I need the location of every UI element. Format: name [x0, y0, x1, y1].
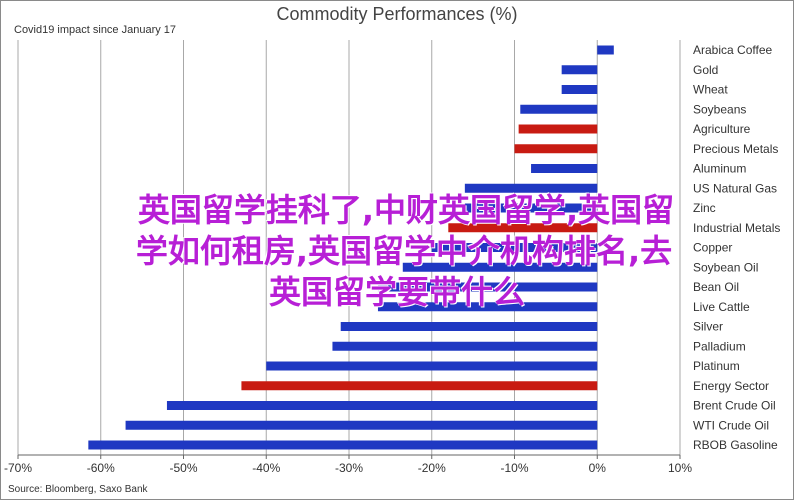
x-tick-label: -10% — [500, 461, 528, 475]
category-label: Silver — [693, 320, 723, 334]
bar — [520, 104, 598, 114]
bar — [340, 322, 598, 331]
bar — [166, 401, 598, 410]
bar — [125, 420, 598, 430]
chart-title: Commodity Performances (%) — [276, 4, 518, 24]
bar-chart: -70% -60% -50% -40% -30% -20% -10% 0% 10% Arabica… — [4, 40, 780, 475]
bar — [448, 223, 598, 233]
category-label: Precious Metals — [693, 142, 778, 156]
bar — [514, 144, 598, 154]
bar — [377, 302, 598, 312]
bar — [431, 243, 598, 252]
source-note: Source: Bloomberg, Saxo Bank — [8, 484, 148, 495]
bar — [266, 361, 598, 371]
category-label: Zinc — [693, 201, 716, 215]
bar — [464, 203, 598, 213]
bar — [241, 381, 598, 391]
bar — [561, 65, 598, 75]
category-label: Platinum — [693, 359, 740, 373]
category-label: Bean Oil — [693, 280, 739, 294]
category-label: RBOB Gasoline — [693, 438, 778, 452]
category-label: Live Cattle — [693, 300, 750, 314]
bar — [531, 164, 598, 173]
x-tick-label: -30% — [335, 461, 363, 475]
x-tick-label: 10% — [668, 461, 692, 475]
category-label: Energy Sector — [693, 379, 769, 393]
x-tick-label: -20% — [418, 461, 446, 475]
category-label: Arabica Coffee — [693, 43, 772, 57]
bar — [402, 262, 598, 272]
x-tick-label: -50% — [169, 461, 197, 475]
category-label: Copper — [693, 241, 732, 255]
category-label: Industrial Metals — [693, 221, 780, 235]
category-label: US Natural Gas — [693, 181, 777, 195]
category-label: Soybeans — [693, 102, 746, 116]
x-tick-label: -40% — [252, 461, 280, 475]
category-label: Wheat — [693, 83, 728, 97]
bar — [561, 85, 598, 94]
category-label: Aluminum — [693, 162, 746, 176]
category-label: Palladium — [693, 339, 746, 353]
category-label: Brent Crude Oil — [693, 399, 776, 413]
bar — [597, 45, 614, 55]
bar — [464, 183, 598, 193]
x-tick-label: 0% — [589, 461, 607, 475]
category-label: Gold — [693, 63, 718, 77]
category-label: Agriculture — [693, 122, 751, 136]
bar — [518, 124, 598, 134]
chart-subtitle: Covid19 impact since January 17 — [14, 24, 177, 36]
category-label: Soybean Oil — [693, 260, 758, 274]
category-label: WTI Crude Oil — [693, 418, 769, 432]
x-tick-label: -60% — [87, 461, 115, 475]
bar — [332, 341, 598, 351]
x-tick-label: -70% — [4, 461, 32, 475]
bar — [377, 282, 598, 292]
bar — [88, 440, 598, 450]
